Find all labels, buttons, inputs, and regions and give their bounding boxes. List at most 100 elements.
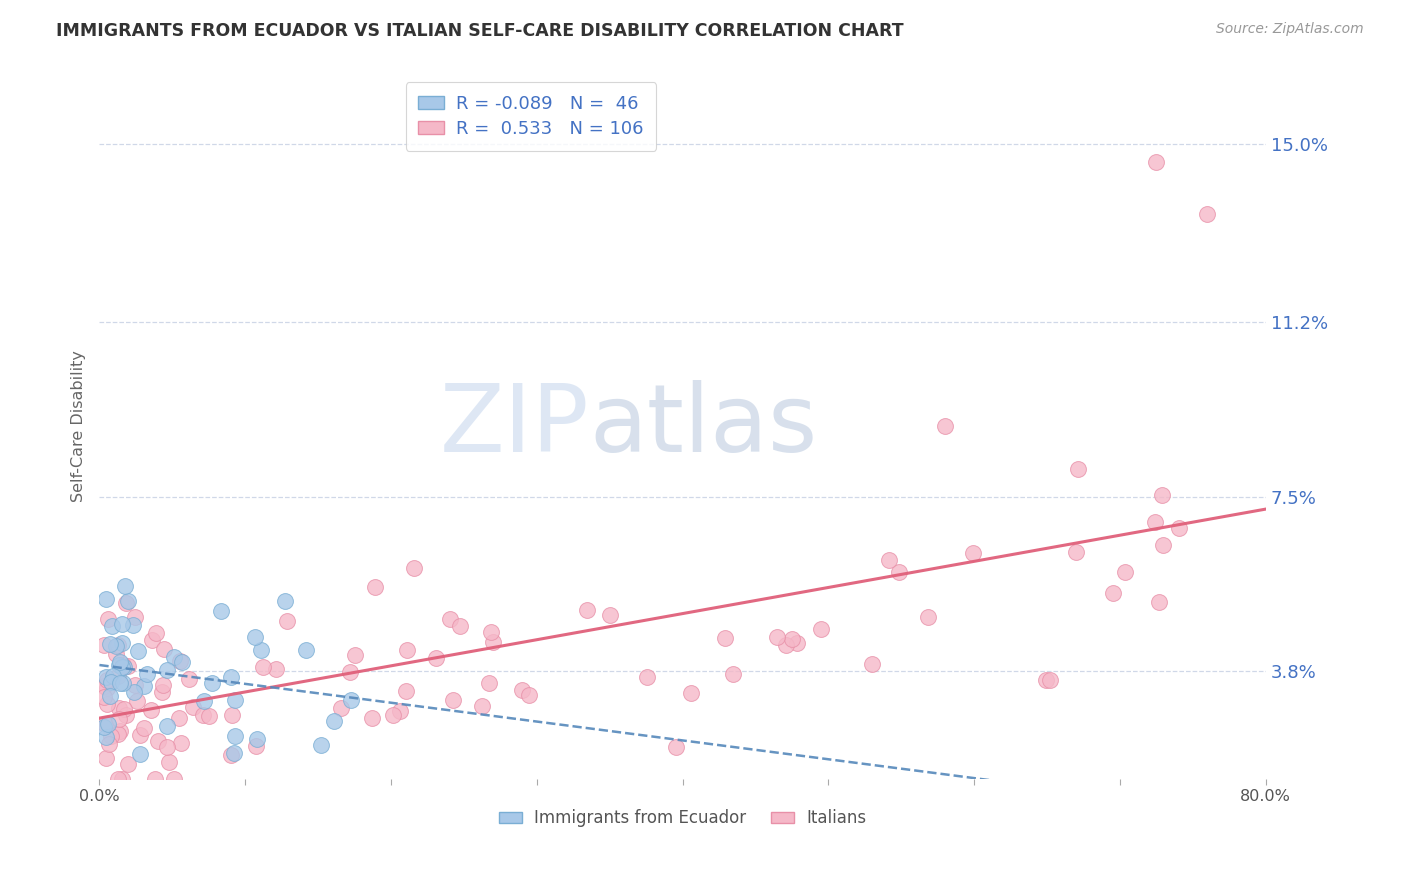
Point <box>111 636 134 650</box>
Point <box>276 614 298 628</box>
Point <box>274 594 297 608</box>
Point <box>381 707 404 722</box>
Point <box>295 642 318 657</box>
Point <box>93 720 115 734</box>
Point <box>115 708 138 723</box>
Point <box>344 648 367 662</box>
Point <box>96 717 118 731</box>
Point <box>94 750 117 764</box>
Point <box>224 729 246 743</box>
Point <box>169 711 191 725</box>
Point <box>135 667 157 681</box>
Point <box>105 647 128 661</box>
Point <box>786 636 808 650</box>
Point <box>481 635 503 649</box>
Point <box>224 693 246 707</box>
Point <box>388 705 411 719</box>
Point <box>1039 673 1062 688</box>
Point <box>934 419 956 434</box>
Point <box>264 662 287 676</box>
Point <box>163 772 186 786</box>
Point <box>114 579 136 593</box>
Point <box>810 622 832 636</box>
Point <box>110 616 132 631</box>
Point <box>107 638 129 652</box>
Point <box>150 685 173 699</box>
Point <box>478 675 501 690</box>
Point <box>222 746 245 760</box>
Point <box>250 642 273 657</box>
Point <box>108 701 131 715</box>
Point <box>193 694 215 708</box>
Point <box>877 553 900 567</box>
Point <box>962 546 984 560</box>
Point <box>425 651 447 665</box>
Point <box>156 740 179 755</box>
Point <box>117 757 139 772</box>
Point <box>112 657 135 672</box>
Point <box>200 675 222 690</box>
Point <box>439 612 461 626</box>
Point <box>887 566 910 580</box>
Point <box>107 712 129 726</box>
Point <box>449 619 471 633</box>
Point <box>1147 595 1170 609</box>
Point <box>1168 521 1191 535</box>
Point <box>1197 207 1219 221</box>
Point <box>1144 155 1167 169</box>
Point <box>112 676 135 690</box>
Point <box>105 640 128 654</box>
Point <box>129 747 152 762</box>
Y-axis label: Self-Care Disability: Self-Care Disability <box>72 350 86 502</box>
Point <box>121 618 143 632</box>
Point <box>98 637 121 651</box>
Point <box>96 673 118 687</box>
Text: ZIP: ZIP <box>440 380 589 472</box>
Point <box>481 624 503 639</box>
Point <box>364 580 387 594</box>
Point <box>209 604 232 618</box>
Point <box>110 724 132 739</box>
Point <box>97 611 120 625</box>
Point <box>98 737 121 751</box>
Text: Source: ZipAtlas.com: Source: ZipAtlas.com <box>1216 22 1364 37</box>
Point <box>108 655 131 669</box>
Point <box>1102 586 1125 600</box>
Point <box>340 693 363 707</box>
Point <box>156 663 179 677</box>
Point <box>575 602 598 616</box>
Point <box>714 631 737 645</box>
Point <box>112 702 135 716</box>
Point <box>169 655 191 669</box>
Point <box>112 660 135 674</box>
Point <box>141 633 163 648</box>
Point <box>471 699 494 714</box>
Point <box>157 755 180 769</box>
Point <box>156 719 179 733</box>
Point <box>917 609 939 624</box>
Point <box>129 728 152 742</box>
Point <box>396 642 419 657</box>
Point <box>395 683 418 698</box>
Point <box>94 717 117 731</box>
Point <box>100 729 122 743</box>
Point <box>93 638 115 652</box>
Point <box>599 608 621 623</box>
Point <box>1152 538 1174 552</box>
Point <box>132 679 155 693</box>
Point <box>93 690 115 704</box>
Point <box>775 638 797 652</box>
Point <box>145 626 167 640</box>
Point <box>441 693 464 707</box>
Point <box>181 699 204 714</box>
Point <box>172 656 194 670</box>
Point <box>191 708 214 723</box>
Point <box>148 734 170 748</box>
Point <box>339 665 361 679</box>
Point <box>246 732 269 747</box>
Point <box>245 630 267 644</box>
Point <box>114 596 136 610</box>
Point <box>117 659 139 673</box>
Point <box>98 689 121 703</box>
Point <box>94 730 117 744</box>
